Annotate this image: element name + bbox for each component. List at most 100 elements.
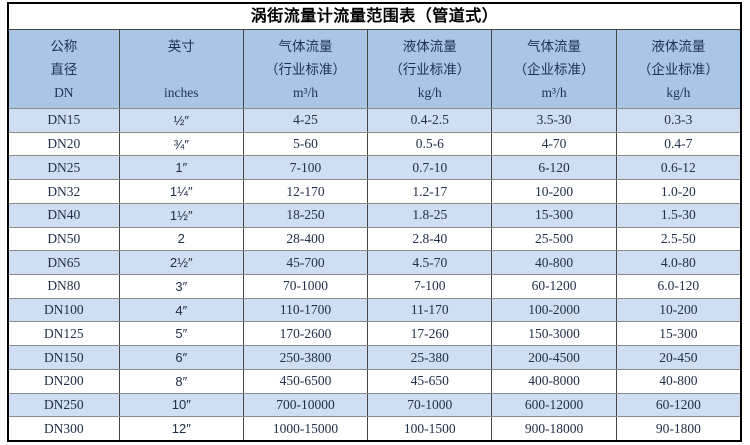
table-cell: DN300: [43, 420, 84, 436]
table-row: DN200 8″ 450-6500 45-650 400-8000 40-800: [9, 368, 740, 393]
table-cell: 17-260: [367, 322, 491, 346]
column-header-liquid-flow-enterprise-standard: 液体流量 （企业标准） kg/h: [615, 30, 740, 108]
table-cell: 10″: [118, 393, 243, 417]
table-cell: 4.0-80: [615, 251, 740, 275]
table-cell: DN25: [47, 159, 81, 175]
table-cell: 0.6-12: [615, 156, 740, 180]
table-cell: 1.5-30: [615, 203, 740, 227]
table-cell: 5-60: [242, 132, 367, 156]
table-cell: 3.5-30: [491, 109, 615, 132]
table-cell: DN150: [43, 349, 84, 365]
table-body: DN15 ½″ 4-25 0.4-2.5 3.5-30 0.3-3 DN20 ¾″ 5-60 0.…: [9, 108, 740, 441]
table-row: DN80 3″ 70-1000 7-100 60-1200 6.0-120: [9, 274, 740, 298]
table-cell: 200-4500: [491, 346, 615, 369]
table-cell: 1.8-25: [367, 203, 491, 227]
table-cell: 2.5-50: [615, 227, 740, 251]
column-header-line: （企业标准）: [637, 61, 719, 77]
table-cell: 28-400: [242, 227, 367, 251]
table-cell: 2.8-40: [367, 227, 491, 251]
table-cell: DN65: [47, 254, 81, 270]
column-header-line: inches: [164, 84, 199, 100]
table-cell: 700-10000: [242, 393, 367, 417]
table-cell: 20-450: [615, 346, 740, 369]
table-cell: 0.5-6: [367, 132, 491, 156]
table-cell: 25-500: [491, 227, 615, 251]
column-header-nominal-diameter: 公称直径 DN: [9, 30, 119, 108]
column-header-line: 气体流量: [527, 38, 582, 54]
table-cell: 3″: [118, 275, 243, 298]
table-cell: 6.0-120: [615, 275, 740, 298]
table-cell: DN20: [47, 136, 81, 152]
table-cell: DN32: [47, 183, 81, 199]
column-header-line: 公称: [50, 38, 78, 54]
table-row: DN40 1½″ 18-250 1.8-25 15-300 1.5-30: [9, 202, 740, 227]
table-cell: 170-2600: [242, 322, 367, 346]
column-header-line: （行业标准）: [265, 61, 347, 77]
table-cell: DN40: [47, 207, 81, 223]
table-row: DN100 4″ 110-1700 11-170 100-2000 10-200: [9, 297, 740, 322]
table-cell: 2: [118, 227, 243, 251]
table-cell: 0.3-3: [615, 109, 740, 132]
column-header-line: m³/h: [541, 84, 567, 100]
table-cell: 150-3000: [491, 322, 615, 346]
table-cell: 11-170: [367, 298, 491, 322]
table-cell: 60-1200: [491, 275, 615, 298]
table-cell: 4.5-70: [367, 251, 491, 275]
table-cell: 7-100: [242, 156, 367, 180]
table-cell: 1000-15000: [242, 417, 367, 441]
column-header-line: kg/h: [417, 84, 442, 100]
table-cell: 1½″: [118, 203, 243, 227]
table-cell: 110-1700: [242, 298, 367, 322]
table-cell: 2½″: [118, 251, 243, 275]
table-row: DN50 2 28-400 2.8-40 25-500 2.5-50: [9, 226, 740, 251]
column-header-gas-flow-enterprise-standard: 气体流量 （企业标准） m³/h: [491, 30, 615, 108]
table-cell: DN250: [43, 396, 84, 412]
column-header-line: DN: [54, 84, 74, 100]
table-cell: 45-700: [242, 251, 367, 275]
column-header-line: m³/h: [293, 84, 319, 100]
table-cell: DN125: [43, 325, 84, 341]
table-row: DN15 ½″ 4-25 0.4-2.5 3.5-30 0.3-3: [9, 108, 740, 132]
table-cell: 15-300: [491, 203, 615, 227]
table-row: DN150 6″ 250-3800 25-380 200-4500 20-450: [9, 345, 740, 369]
table-cell: 45-650: [367, 369, 491, 393]
column-header-inches: 英寸 inches: [118, 30, 243, 108]
table-cell: 40-800: [491, 251, 615, 275]
table-cell: 15-300: [615, 322, 740, 346]
column-header-line: （行业标准）: [389, 61, 471, 77]
table-cell: 1¼″: [118, 180, 243, 203]
table-cell: 450-6500: [242, 369, 367, 393]
table-cell: 1.0-20: [615, 180, 740, 203]
table-header-row: 公称直径 DN 英寸 inches 气体流量 （行业标准） m³/h 液体流量 （行业标准） kg…: [9, 30, 740, 108]
table-row: DN300 12″ 1000-15000 100-1500 900-18000 90-18…: [9, 416, 740, 441]
table-cell: 70-1000: [242, 275, 367, 298]
table-cell: 0.4-2.5: [367, 109, 491, 132]
table-cell: DN200: [43, 373, 84, 389]
table-row: DN65 2½″ 45-700 4.5-70 40-800 4.0-80: [9, 250, 740, 275]
table-cell: DN50: [47, 230, 81, 246]
column-header-line: （企业标准）: [513, 61, 595, 77]
column-header-liquid-flow-industry-standard: 液体流量 （行业标准） kg/h: [367, 30, 491, 108]
table-cell: 4″: [118, 298, 243, 322]
table-cell: ¾″: [118, 132, 243, 156]
table-cell: DN100: [43, 302, 84, 318]
table-cell: 100-2000: [491, 298, 615, 322]
table-cell: 10-200: [615, 298, 740, 322]
column-header-line: 液体流量: [651, 38, 706, 54]
table-cell: 4-70: [491, 132, 615, 156]
column-header-line: kg/h: [666, 84, 691, 100]
table-cell: 6-120: [491, 156, 615, 180]
table-cell: 90-1800: [615, 417, 740, 441]
table-cell: 5″: [118, 322, 243, 346]
table-cell: 7-100: [367, 275, 491, 298]
table-cell: 6″: [118, 346, 243, 369]
table-cell: 100-1500: [367, 417, 491, 441]
column-header-line: 直径: [50, 61, 78, 77]
table-cell: DN80: [47, 278, 81, 294]
column-header-line: 液体流量: [402, 38, 457, 54]
table-cell: 8″: [118, 369, 243, 393]
table-cell: ½″: [118, 109, 243, 132]
table-row: DN32 1¼″ 12-170 1.2-17 10-200 1.0-20: [9, 179, 740, 203]
table-row: DN25 1″ 7-100 0.7-10 6-120 0.6-12: [9, 155, 740, 180]
